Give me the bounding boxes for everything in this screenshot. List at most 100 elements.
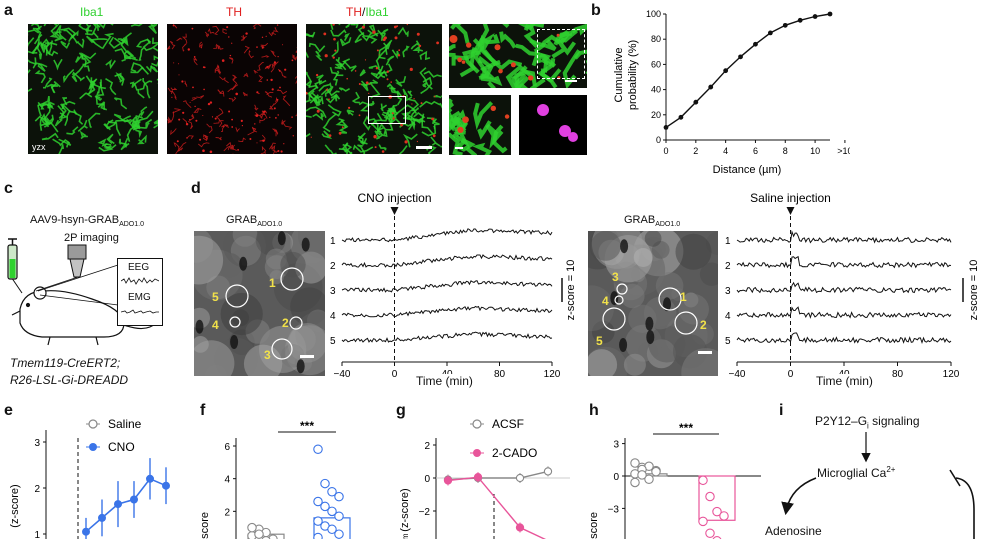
panel-label-h: h [589,402,599,419]
trace-label: 5 [330,336,336,347]
data-point [443,476,453,485]
y-tick-label: 4 [224,475,230,486]
y-tick-label: 3 [613,440,619,451]
eeg-trace [121,277,159,285]
cumulative-chart: Cumulative probability (%) Distance (µm)… [613,9,850,176]
y-tick-label: 1 [34,530,40,539]
data-point [327,524,337,535]
y-tick-label: 0 [656,135,661,145]
data-point [827,11,833,17]
y-tick-label: −2 [419,507,431,518]
adenosine-label: Adenosine [765,524,822,538]
data-point [247,522,257,533]
zoom-image-2 [449,95,511,155]
scale-bar [698,351,712,354]
trace-label: 4 [330,311,336,322]
emg-trace [121,309,159,314]
emg-label: EMG [128,292,151,303]
panel-label-a: a [4,2,13,19]
time-axis-label: Time (min) [414,374,475,388]
trace-label: 1 [725,236,731,247]
data-point [797,17,803,23]
data-point [515,473,525,483]
data-point [334,529,344,539]
panel-label-b: b [591,2,601,19]
data-point [753,41,758,47]
eeg-label: EEG [128,262,150,273]
cell-number: 2 [700,318,707,332]
trace [341,305,553,318]
data-point [313,444,323,455]
data-point [812,14,818,19]
y-tick-label: 2 [424,441,430,452]
data-point [698,475,708,486]
injection-arrow [786,207,795,215]
data-point [543,467,553,476]
panel-label-c: c [4,180,13,197]
legend-cno-marker [89,443,97,451]
cell-roi [289,316,303,330]
data-point [473,473,483,482]
grab-label-left: GRABADO1.0 [226,214,283,229]
cell-roi [658,287,682,311]
trace-label: 3 [725,286,731,297]
cell-roi [614,295,624,305]
cno-point [98,513,106,522]
panel-label-g: g [396,402,406,419]
cell-roi [674,311,698,335]
data-point [708,84,714,90]
legend-saline-marker [88,419,98,429]
trace [736,229,952,244]
legend-acsf-marker [472,419,482,429]
data-point [334,491,344,502]
cno-point [146,474,154,483]
ylabel-line1: Cumulative [613,47,625,102]
cell-roi [616,283,628,295]
grab-label-right: GRABADO1.0 [624,214,681,229]
scale-bar [300,355,314,358]
mouse-line-2: R26-LSL-Gi-DREADD [10,373,129,387]
trace-label: 2 [725,261,731,272]
iba1-image: yzx [28,24,158,154]
x-tick-label: >10 [837,146,850,156]
trace-label: 4 [725,311,731,322]
significance-label: *** [679,421,693,435]
cell-number: 5 [596,334,603,348]
data-point [313,516,323,526]
cell-number: 1 [680,290,687,304]
cell-number: 4 [212,318,219,332]
y-tick-label: 40 [651,85,661,95]
data-point [719,511,729,521]
y-axis-label: (z-score) [9,484,21,527]
cell-number: 4 [602,294,609,308]
injection-label: CNO injection [357,191,431,205]
y-axis-label: z-score [588,512,600,539]
time-tick-label: 80 [494,369,506,380]
x-tick-label: 6 [753,146,758,156]
cell-roi [602,307,626,331]
cell-roi [225,284,249,308]
legend-cno-label: CNO [108,440,135,454]
data-point [738,54,743,60]
data-line [665,13,831,128]
injection-arrow [390,207,399,215]
y-axis-label: z-score [199,512,211,539]
cell-roi [229,316,241,328]
trace [736,255,952,269]
cell-number: 3 [264,348,271,362]
scale-label: z-score = 10 [968,260,980,321]
mouse-line-1: Tmem119-CreERT2; [10,356,121,370]
y-tick-label: 2 [34,484,40,495]
y-tick-label: 60 [651,59,661,69]
panel-label-i: i [779,402,784,419]
x-axis-label: Distance (µm) [713,164,782,176]
data-point [644,474,654,484]
trace [341,254,553,268]
data-point [767,30,773,36]
th-image [167,24,297,154]
mouse-schematic [7,238,157,346]
cell-roi [280,267,304,291]
data-point [334,511,344,521]
time-tick-label: −40 [729,369,746,380]
